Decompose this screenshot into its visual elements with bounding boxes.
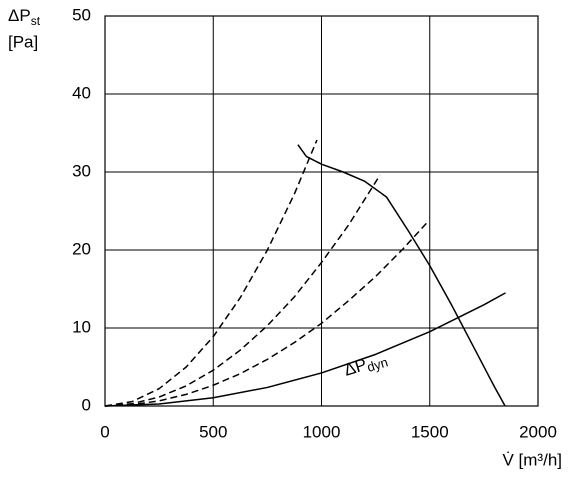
annotation: ΔPdyn [342, 349, 390, 382]
x-tick-label: 500 [199, 422, 227, 441]
curve [104, 222, 428, 407]
y-label-main: ΔP [8, 6, 31, 25]
y-tick-label: 30 [72, 161, 91, 180]
curve [104, 139, 318, 407]
y-axis-unit: [Pa] [8, 32, 38, 51]
plot-area [104, 15, 539, 407]
x-tick-label: 1000 [303, 422, 341, 441]
x-tick-label: 1500 [411, 422, 449, 441]
y-tick-label: 0 [82, 395, 91, 414]
x-axis-label: V̇ [m³/h] [502, 450, 562, 469]
y-tick-label: 50 [72, 5, 91, 24]
curve [104, 292, 506, 407]
curve [297, 144, 506, 407]
plot-frame [104, 15, 539, 407]
y-axis-label: ΔPst [8, 6, 41, 28]
annotation-sub: dyn [365, 355, 389, 375]
y-tick-label: 40 [72, 83, 91, 102]
x-tick-label: 2000 [519, 422, 557, 441]
annotation-main: ΔP [342, 355, 369, 380]
y-tick-label: 20 [72, 239, 91, 258]
y-tick-label: 10 [72, 317, 91, 336]
curve [104, 174, 381, 407]
x-tick-label: 0 [100, 422, 109, 441]
y-label-sub: st [31, 14, 41, 28]
